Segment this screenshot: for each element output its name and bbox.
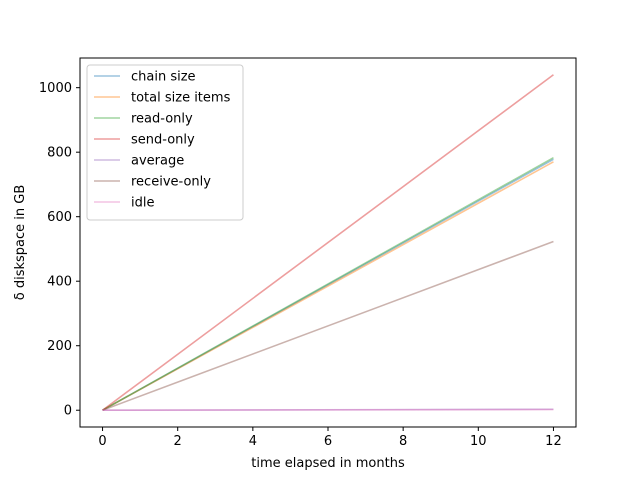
y-tick-label: 0 — [64, 404, 72, 419]
y-tick-label: 600 — [47, 210, 72, 225]
x-tick-label: 4 — [249, 434, 257, 449]
legend-entry-label: average — [131, 154, 184, 169]
y-axis-label: δ diskspace in GB — [13, 185, 28, 301]
x-axis: 0 2 4 6 8 10 12 — [98, 427, 562, 449]
x-tick-label: 10 — [470, 434, 487, 449]
x-axis-label: time elapsed in months — [251, 456, 405, 471]
legend-entry-label: send-only — [131, 133, 195, 148]
y-axis: 0 200 400 600 800 1000 — [39, 81, 80, 419]
legend-entry-label: idle — [131, 196, 154, 211]
y-tick-label: 200 — [47, 339, 72, 354]
x-tick-label: 0 — [98, 434, 106, 449]
legend-entry-label: receive-only — [131, 175, 211, 190]
legend-entry-label: chain size — [131, 70, 196, 85]
legend: chain size total size items read-only send-… — [86, 64, 244, 221]
series-line-3 — [102, 74, 554, 411]
legend-entry-label: read-only — [131, 112, 193, 127]
y-tick-label: 800 — [47, 146, 72, 161]
series-line-6 — [102, 408, 554, 412]
plot-lines — [102, 74, 554, 412]
x-tick-label: 12 — [545, 434, 562, 449]
x-tick-label: 2 — [174, 434, 182, 449]
series-line-4 — [102, 408, 554, 412]
series-line-2 — [102, 156, 554, 411]
series-line-5 — [102, 240, 554, 411]
y-tick-label: 400 — [47, 275, 72, 290]
y-tick-label: 1000 — [39, 81, 72, 96]
series-line-1 — [102, 161, 554, 411]
x-tick-label: 6 — [324, 434, 332, 449]
series-line-0 — [102, 158, 554, 411]
legend-entry-label: total size items — [131, 91, 231, 106]
x-tick-label: 8 — [399, 434, 407, 449]
legend-box — [86, 64, 244, 221]
